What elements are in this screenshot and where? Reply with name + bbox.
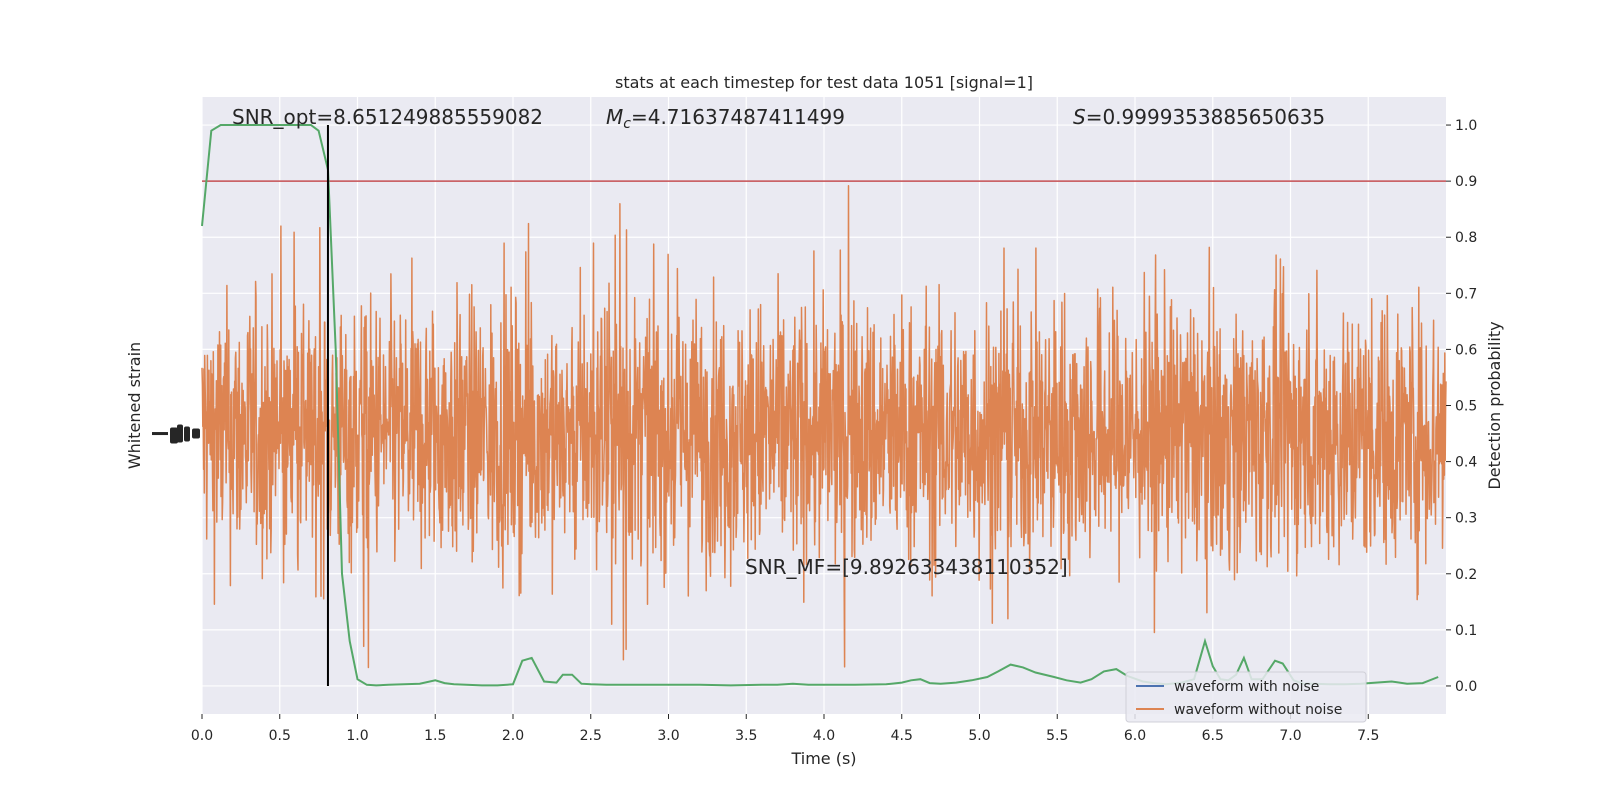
- left-tick-blob-glyph: [192, 428, 200, 439]
- x-tick-label: 1.0: [346, 728, 368, 744]
- waveform-without-noise-series: [201, 185, 1447, 669]
- x-tick-label: 7.5: [1357, 728, 1379, 744]
- annotation-s: S=0.9999353885650635: [1073, 105, 1325, 129]
- y-tick-label: 0.6: [1455, 342, 1477, 358]
- x-tick-label: 3.0: [657, 728, 679, 744]
- y-tick-label: 0.9: [1455, 174, 1477, 190]
- annotation-chirp-mass: Mc=4.71637487411499: [606, 105, 845, 132]
- left-y-axis-label: Whitened strain: [125, 342, 144, 469]
- x-tick-label: 6.0: [1124, 728, 1146, 744]
- x-tick-label: 5.0: [968, 728, 990, 744]
- y-tick-label: 0.0: [1455, 679, 1477, 695]
- annotation-s-value: =0.9999353885650635: [1086, 105, 1325, 129]
- legend-label-waveform-without-noise: waveform without noise: [1174, 702, 1342, 718]
- detection-probability-line: [201, 124, 1439, 687]
- x-tick-label: 0.5: [269, 728, 291, 744]
- x-tick-label: 3.5: [735, 728, 757, 744]
- x-tick-label: 6.5: [1202, 728, 1224, 744]
- x-tick-label: 5.5: [1046, 728, 1068, 744]
- waveform-without-noise-line: [201, 185, 1447, 669]
- legend-box: [1125, 671, 1367, 723]
- right-y-axis-label: Detection probability: [1485, 321, 1504, 489]
- left-tick-blob-glyph: [177, 424, 183, 443]
- y-tick-label: 0.7: [1455, 286, 1477, 302]
- y-tick-label: 1.0: [1455, 118, 1477, 134]
- x-axis-label: Time (s): [790, 749, 856, 768]
- annotation-mc-value: =4.71637487411499: [631, 105, 845, 129]
- annotation-snr-opt: SNR_opt=8.651249885559082: [232, 105, 543, 129]
- x-axis-ticks: 0.0 0.5 1.0 1.5 2.0 2.5 3.0 3.5 4.0 4.5 5.0 5.5 6.0 6…: [191, 714, 1379, 744]
- y-tick-label: 0.8: [1455, 230, 1477, 246]
- chart-title: stats at each timestep for test data 105…: [615, 73, 1033, 92]
- x-tick-label: 1.5: [424, 728, 446, 744]
- annotation-snr-mf: SNR_MF=[9.892633438110352]: [745, 555, 1068, 579]
- right-y-axis-ticks: 0.0 0.1 0.2 0.3 0.4 0.5 0.6 0.7 0.8 0.9 1.0: [1446, 118, 1477, 695]
- x-tick-label: 2.0: [502, 728, 524, 744]
- x-tick-label: 0.0: [191, 728, 213, 744]
- annotation-mc-symbol: M: [606, 105, 623, 129]
- y-tick-label: 0.4: [1455, 455, 1477, 471]
- x-tick-label: 2.5: [580, 728, 602, 744]
- left-y-axis-overlapping-ticks: [152, 424, 200, 444]
- x-tick-label: 7.0: [1279, 728, 1301, 744]
- left-tick-blob-glyph: [184, 426, 190, 442]
- annotation-s-symbol: S: [1073, 105, 1086, 129]
- legend: waveform with noise waveform without noi…: [1125, 671, 1367, 723]
- y-tick-label: 0.1: [1455, 623, 1477, 639]
- left-tick-blob-glyph: [170, 427, 178, 444]
- y-tick-label: 0.3: [1455, 511, 1477, 527]
- legend-label-waveform-with-noise: waveform with noise: [1174, 679, 1319, 695]
- left-tick-blob-bar: [152, 432, 168, 436]
- y-tick-label: 0.2: [1455, 567, 1477, 583]
- annotation-mc-subscript: c: [623, 116, 631, 132]
- y-tick-label: 0.5: [1455, 399, 1477, 415]
- x-tick-label: 4.0: [813, 728, 835, 744]
- x-tick-label: 4.5: [891, 728, 913, 744]
